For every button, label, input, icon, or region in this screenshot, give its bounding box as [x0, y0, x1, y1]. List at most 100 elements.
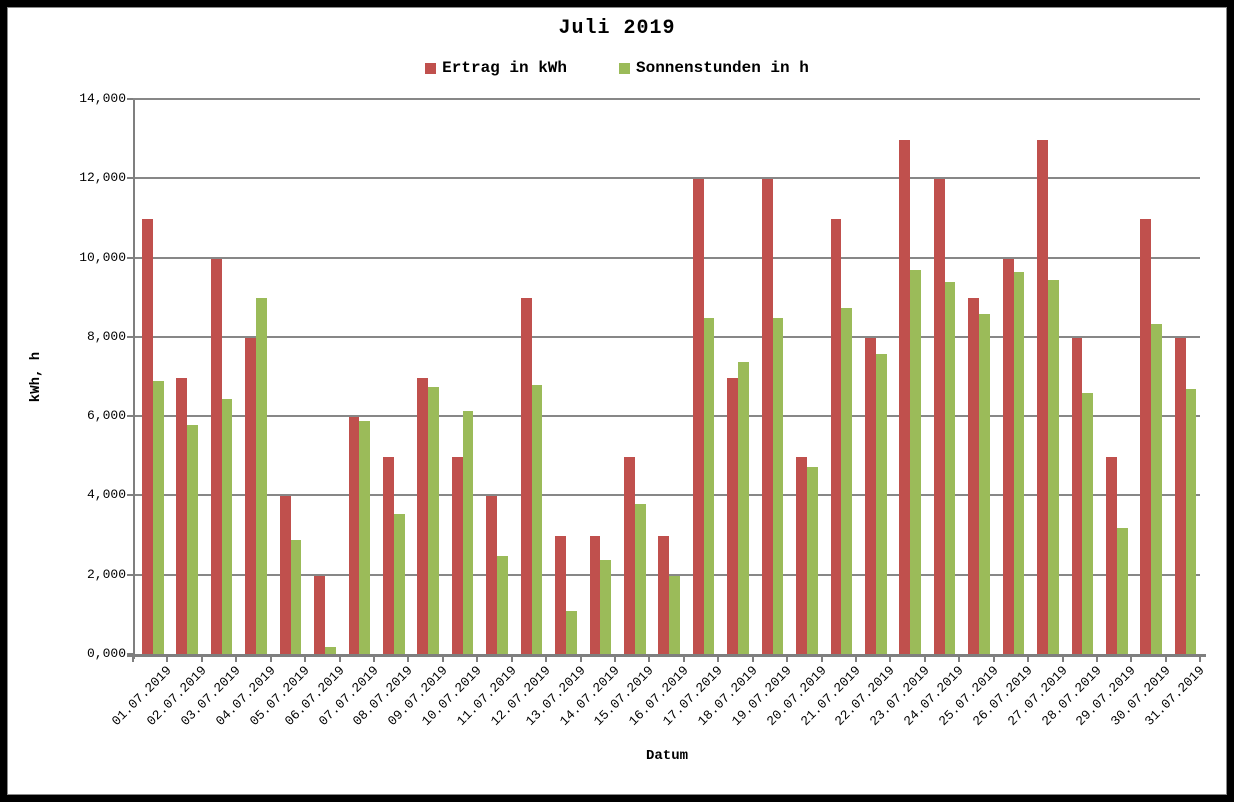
bar-ertrag-29.07.2019	[1106, 456, 1117, 655]
x-axis-tick	[235, 657, 238, 662]
bar-ertrag-08.07.2019	[383, 456, 394, 655]
bar-sonnenstunden-20.07.2019	[806, 466, 818, 655]
x-axis-tick	[373, 657, 375, 662]
bar-sonnenstunden-19.07.2019	[772, 318, 784, 655]
y-axis-tick-label: 0,000	[86, 646, 126, 661]
x-axis-tick	[889, 657, 892, 662]
x-axis-tick	[200, 657, 203, 662]
bar-sonnenstunden-06.07.2019	[324, 647, 336, 655]
bar-ertrag-07.07.2019	[348, 417, 360, 655]
bar-sonnenstunden-27.07.2019	[1047, 280, 1059, 655]
bar-ertrag-30.07.2019	[1140, 218, 1152, 655]
bar-sonnenstunden-08.07.2019	[393, 514, 405, 655]
bar-sonnenstunden-03.07.2019	[221, 399, 233, 655]
y-axis-tick-label: 2,000	[86, 566, 126, 582]
x-axis-tick	[441, 657, 444, 662]
bar-ertrag-22.07.2019	[865, 337, 876, 655]
x-axis-tick	[855, 657, 858, 662]
y-axis-line	[133, 100, 135, 659]
bar-sonnenstunden-16.07.2019	[669, 575, 681, 655]
bar-sonnenstunden-13.07.2019	[565, 611, 577, 655]
bar-ertrag-19.07.2019	[761, 179, 773, 655]
bar-ertrag-12.07.2019	[520, 298, 532, 655]
x-axis-tick	[751, 657, 754, 662]
bar-sonnenstunden-31.07.2019	[1185, 389, 1197, 655]
y-axis-tick-label: 6,000	[86, 408, 126, 424]
bar-sonnenstunden-22.07.2019	[875, 353, 887, 655]
x-axis-tick	[1096, 657, 1099, 662]
bar-ertrag-28.07.2019	[1071, 337, 1083, 655]
legend-swatch-icon	[619, 62, 630, 74]
bar-sonnenstunden-01.07.2019	[152, 381, 164, 655]
chart-title: Juli 2019	[558, 17, 676, 40]
legend-label: Ertrag in kWh	[442, 59, 567, 77]
y-axis-tick-label: 8,000	[86, 328, 126, 344]
y-axis-tick-label: 14,000	[79, 91, 126, 106]
x-axis-tick	[579, 657, 582, 662]
x-axis-tick	[338, 657, 341, 662]
bar-ertrag-04.07.2019	[245, 337, 257, 655]
bar-ertrag-11.07.2019	[486, 496, 498, 655]
gridline-y-14	[133, 98, 1201, 100]
x-axis-tick	[1061, 657, 1064, 662]
x-axis-tick	[132, 657, 134, 662]
y-axis-tick-label: 12,000	[79, 170, 126, 186]
bar-sonnenstunden-18.07.2019	[738, 361, 749, 655]
bar-ertrag-20.07.2019	[796, 456, 807, 655]
x-axis-tick	[717, 657, 720, 662]
bar-ertrag-18.07.2019	[727, 377, 739, 655]
y-axis-tick	[127, 573, 133, 576]
x-axis-tick	[614, 657, 617, 662]
x-axis-tick	[166, 657, 169, 662]
x-axis-tick	[1130, 657, 1133, 662]
bar-sonnenstunden-07.07.2019	[359, 421, 371, 655]
bar-ertrag-17.07.2019	[692, 179, 704, 655]
gridline-y-6	[133, 415, 1201, 418]
bar-sonnenstunden-04.07.2019	[256, 298, 267, 655]
bar-ertrag-13.07.2019	[555, 536, 566, 655]
bar-sonnenstunden-02.07.2019	[187, 425, 199, 655]
x-axis-tick	[958, 657, 961, 662]
bar-ertrag-06.07.2019	[314, 575, 325, 655]
y-axis-tick-label: 10,000	[79, 249, 126, 265]
x-axis-tick	[545, 657, 548, 662]
y-axis-tick	[127, 415, 133, 418]
y-axis-tick	[127, 335, 133, 338]
x-axis-tick	[510, 657, 513, 662]
bar-sonnenstunden-14.07.2019	[600, 559, 612, 655]
y-axis-tick	[127, 98, 133, 100]
x-axis-tick	[1164, 657, 1167, 662]
x-axis-tick	[992, 657, 995, 662]
x-axis-tick	[648, 657, 651, 662]
bar-sonnenstunden-30.07.2019	[1151, 323, 1163, 655]
bar-ertrag-01.07.2019	[142, 218, 153, 655]
bar-sonnenstunden-29.07.2019	[1116, 528, 1128, 655]
bar-sonnenstunden-23.07.2019	[910, 270, 922, 655]
x-axis-line	[127, 654, 1207, 657]
x-axis-tick	[269, 657, 272, 662]
bar-ertrag-31.07.2019	[1174, 337, 1186, 655]
bar-sonnenstunden-21.07.2019	[841, 308, 853, 655]
x-axis-tick	[407, 657, 410, 662]
bar-ertrag-10.07.2019	[451, 456, 463, 655]
x-axis-tick	[1027, 657, 1030, 662]
y-axis-tick	[127, 256, 133, 259]
x-axis-tick	[1199, 657, 1202, 662]
y-axis-tick-label: 4,000	[86, 487, 126, 503]
gridline-y-4	[133, 494, 1201, 497]
x-axis-tick	[476, 657, 479, 662]
bar-ertrag-24.07.2019	[933, 179, 945, 655]
bar-sonnenstunden-10.07.2019	[462, 411, 474, 655]
x-axis-tick	[923, 657, 926, 662]
bar-ertrag-09.07.2019	[417, 377, 429, 655]
bar-ertrag-25.07.2019	[968, 298, 980, 655]
gridline-y-12	[133, 177, 1201, 180]
bar-ertrag-21.07.2019	[830, 218, 842, 655]
y-axis-title: kWh, h	[28, 351, 44, 403]
y-axis-tick	[127, 494, 133, 497]
legend-item-sonnenstunden: Sonnenstunden in h	[619, 59, 809, 77]
bar-sonnenstunden-28.07.2019	[1082, 393, 1094, 655]
bar-ertrag-05.07.2019	[279, 496, 291, 655]
legend-label: Sonnenstunden in h	[636, 59, 809, 77]
